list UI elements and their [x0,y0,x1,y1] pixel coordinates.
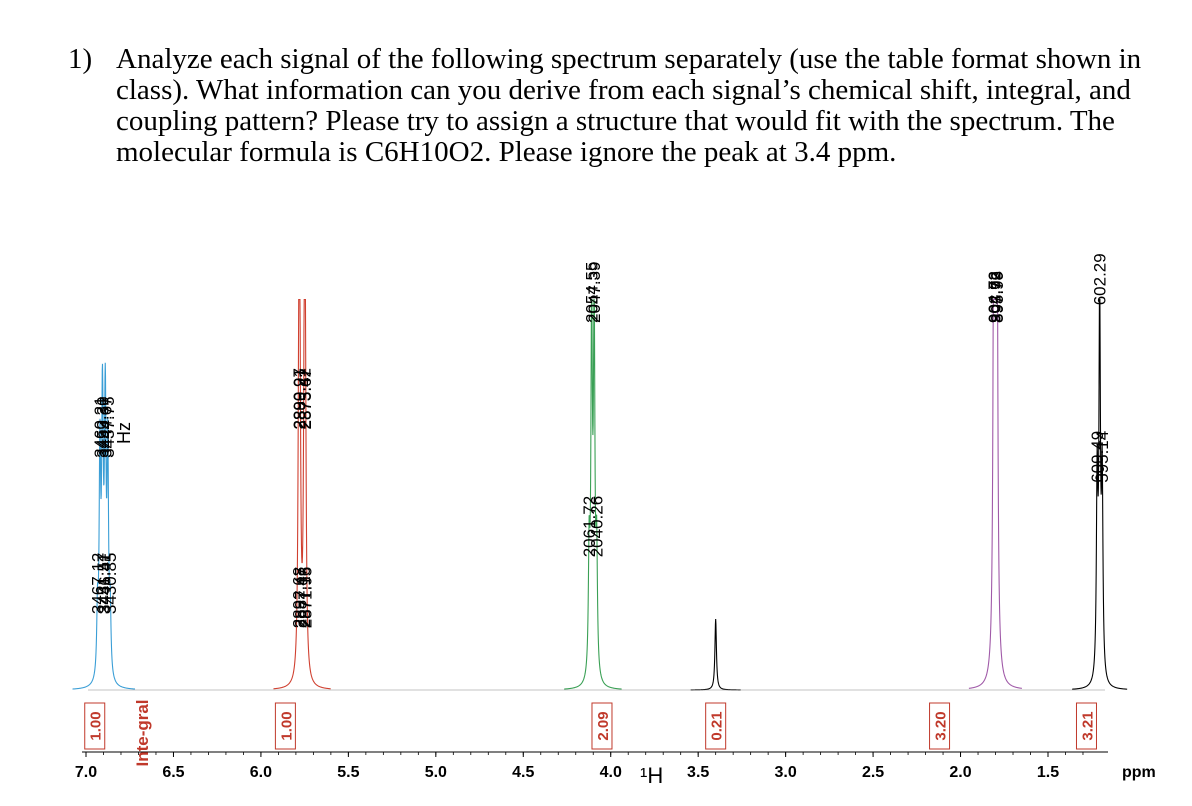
peak-label: 2877.16 [295,567,314,628]
integral-box [84,702,106,750]
peak-label: 904.72 [985,271,1004,323]
integral-box [705,702,727,750]
multiplet-trace [1072,298,1128,690]
peak-label: 2890.97 [290,368,309,429]
peak-label: 2047.39 [585,262,604,323]
x-tick-label: 6.0 [250,764,272,781]
peak-label: 2892.68 [290,567,309,628]
peak-label: 3446.41 [96,553,115,614]
integral-value: 2.09 [595,711,612,740]
question-text: Analyze each signal of the following spe… [116,43,1142,168]
integral-value: 3.20 [933,711,950,740]
peak-label: 2040.26 [588,496,607,557]
x-tick-label: 1.5 [1037,764,1059,781]
multiplet-trace [273,298,331,690]
peak-label: 2887.47 [291,567,310,628]
peak-label: 3460.21 [91,396,110,457]
multiplet-trace [690,618,741,691]
nucleus-label: ¹H [640,763,663,788]
x-tick-label: 3.0 [775,764,797,781]
peak-label: 602.29 [1091,253,1110,305]
integral-value: 1.00 [88,711,105,740]
x-tick-label: 6.5 [162,764,184,781]
x-tick-label: 3.5 [687,764,709,781]
multiplet-trace [968,298,1022,689]
peak-label: 609.49 [1088,431,1107,483]
integral-boxes: 1.00 1.00 2.09 0.21 3.20 3.21 [84,702,1097,750]
x-tick-label: 2.0 [949,764,971,781]
integral-value: 0.21 [709,711,726,740]
peak-label: 3453.30 [93,396,112,457]
integral-word-label: Inte-gral [133,699,152,766]
x-tick-label: 5.5 [337,764,359,781]
integral-value: 3.21 [1080,711,1097,740]
peak-label: 2873.67 [296,368,315,429]
integral-value: 1.00 [278,711,295,740]
x-tick-label: 7.0 [75,764,97,781]
x-tick-label: 4.5 [512,764,534,781]
integral-box [929,702,951,750]
integral-box [274,702,296,750]
peak-label: 3437.75 [99,396,118,457]
peak-label: 595.14 [1093,431,1112,483]
x-axis-ticks: 7.0 6.5 6.0 5.5 5.0 4.5 4.0 3.5 3.0 2.5 2.0 1.5 [75,752,1084,781]
question-number: 1) [68,43,93,75]
x-tick-label: 2.5 [862,764,884,781]
integral-box [1075,702,1097,750]
hz-label: Hz [114,422,134,444]
peak-label: 3467.12 [89,553,108,614]
multiplet-trace [72,362,136,690]
multiplet-trace [564,298,622,690]
x-tick-label: 5.0 [425,764,447,781]
peak-label: 3430.85 [101,553,120,614]
peak-label: 2061.72 [580,496,599,557]
x-tick-label: 4.0 [600,764,622,781]
peak-label: 897.78 [987,271,1006,323]
peak-label: 2875.42 [296,368,315,429]
peak-label: 2054.55 [583,262,602,323]
integral-box [591,702,613,750]
spectrum-traces [72,298,1128,691]
peak-label: 902.92 [986,271,1005,323]
peak-label: 3444.67 [96,396,115,457]
peak-label: 3451.57 [94,553,113,614]
x-axis-unit: ppm [1122,764,1156,781]
peak-label: 895.99 [988,271,1007,323]
peak-label: 2889.21 [291,368,310,429]
peak-label: 2871.95 [297,567,316,628]
